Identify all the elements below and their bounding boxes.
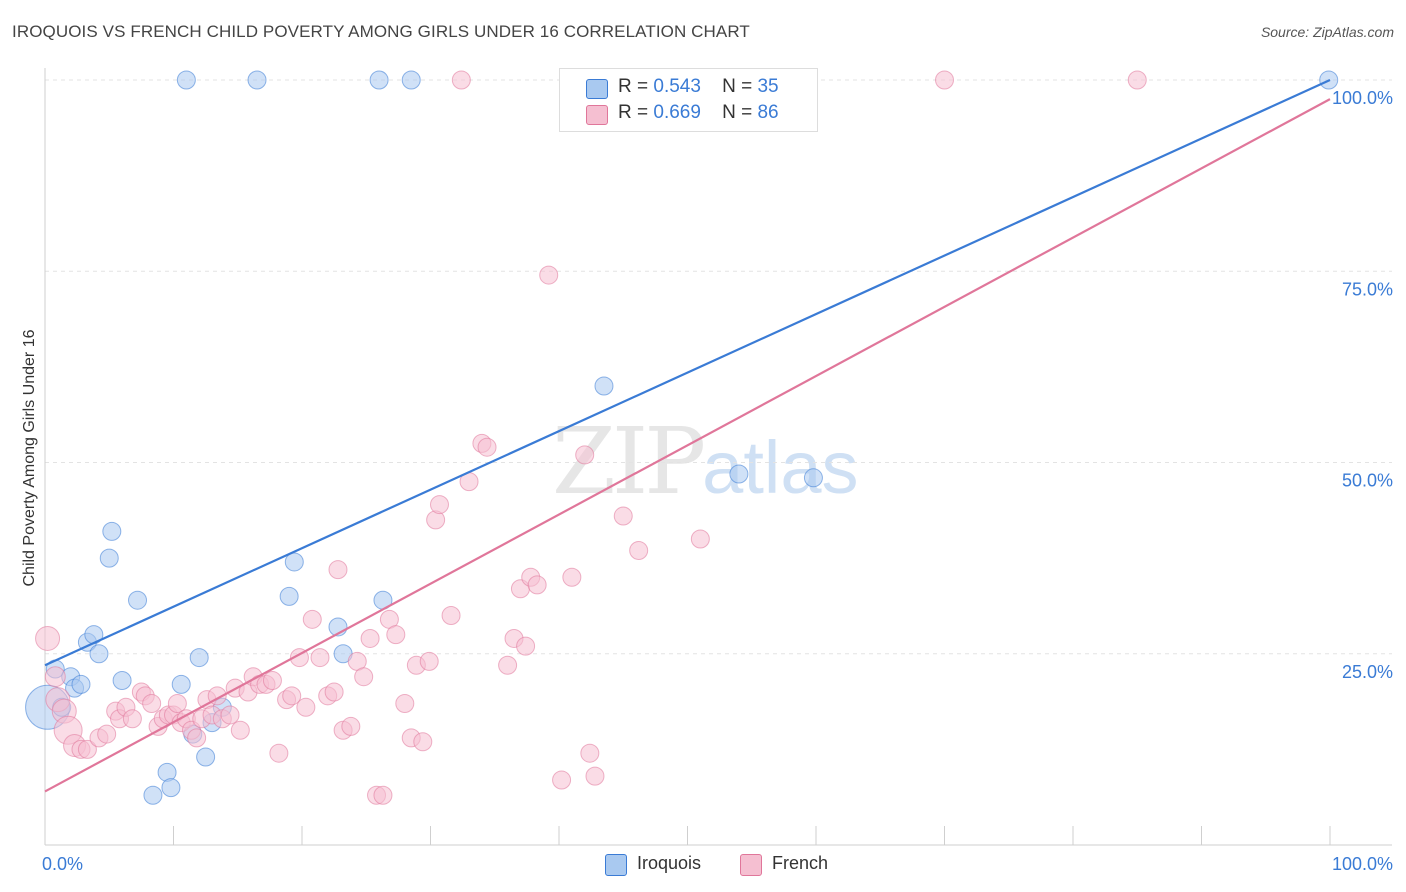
point-french-83 [629,540,649,560]
point-iroquois-25 [284,552,304,572]
point-french-50 [341,716,361,736]
point-iroquois-30 [401,70,421,90]
x-tick-label-max: 100.0% [1332,854,1393,874]
correlation-legend: R = 0.543 N = 35 R = 0.669 N = 86 [559,68,818,132]
point-french-84 [690,529,710,549]
point-french-70 [498,655,518,675]
bottom-legend-label-iroquois: Iroquois [637,853,702,873]
point-french-79 [575,445,595,465]
point-french-0 [35,625,61,651]
point-iroquois-10 [102,521,122,541]
point-french-64 [429,495,449,515]
point-french-81 [585,766,605,786]
point-iroquois-32 [729,464,749,484]
point-french-38 [262,671,282,691]
point-french-16 [142,693,162,713]
x-tick-label-min: 0.0% [42,854,83,874]
point-iroquois-5 [71,674,91,694]
point-french-55 [373,785,393,805]
y-tick-label-25: 25.0% [1342,662,1393,682]
point-french-57 [386,625,406,645]
point-french-82 [613,506,633,526]
trend-line-french [44,98,1331,793]
tick-labels: 25.0% 50.0% 75.0% 100.0% 0.0% 100.0% [42,88,1393,874]
trend-line-iroquois [44,78,1331,667]
point-iroquois-23 [247,70,267,90]
y-tick-label-100: 100.0% [1332,88,1393,108]
point-french-25 [187,728,207,748]
point-french-86 [1127,70,1147,90]
point-iroquois-24 [279,586,299,606]
watermark-main: ZIP [552,408,706,515]
point-iroquois-33 [803,468,823,488]
point-iroquois-13 [143,785,163,805]
point-french-21 [167,693,187,713]
bottom-legend-swatch-french [740,854,762,876]
point-iroquois-8 [89,644,109,664]
point-iroquois-20 [196,747,216,767]
point-iroquois-12 [128,590,148,610]
point-french-41 [282,686,302,706]
point-french-43 [296,697,316,717]
point-french-73 [516,636,536,656]
legend-stats-french: R = 0.669 N = 86 [618,102,779,123]
gridlines [45,79,1392,655]
point-french-33 [230,720,250,740]
chart-title: IROQUOIS VS FRENCH CHILD POVERTY AMONG G… [12,22,750,41]
point-french-58 [395,693,415,713]
point-iroquois-19 [189,648,209,668]
point-iroquois-11 [112,671,132,691]
point-french-61 [413,732,433,752]
point-iroquois-31 [594,376,614,396]
point-french-62 [419,651,439,671]
point-french-76 [539,265,559,285]
watermark-sub: atlas [702,426,859,509]
point-french-1 [44,666,66,688]
data-points [25,70,1339,805]
point-french-75 [527,575,547,595]
point-french-13 [122,709,142,729]
bottom-legend-label-french: French [772,853,829,873]
point-french-9 [97,724,117,744]
point-french-44 [302,609,322,629]
point-french-65 [441,606,461,625]
bottom-legend-swatch-iroquois [605,854,627,876]
point-french-39 [269,743,289,763]
trend-lines [44,78,1331,793]
point-french-48 [328,560,348,580]
point-french-52 [354,667,374,687]
source-label: Source: ZipAtlas.com [1260,24,1394,40]
point-french-66 [451,70,471,90]
point-iroquois-15 [161,778,181,798]
legend-swatch-french [586,105,608,125]
point-french-85 [935,70,954,90]
point-french-45 [310,648,330,668]
point-french-7 [77,739,97,759]
point-french-53 [360,628,380,648]
point-french-80 [580,743,600,763]
point-french-31 [220,705,240,725]
point-iroquois-9 [99,548,119,568]
y-tick-label-50: 50.0% [1342,471,1393,491]
legend-stats-iroquois: R = 0.543 N = 35 [618,76,779,97]
point-french-69 [477,437,497,457]
point-iroquois-28 [369,70,389,90]
point-french-77 [552,770,572,790]
y-tick-label-75: 75.0% [1342,279,1393,299]
watermark: ZIPatlas [552,408,858,515]
point-french-78 [562,567,582,587]
legend-swatch-iroquois [586,79,608,99]
point-iroquois-16 [171,674,191,694]
point-french-47 [324,682,344,702]
point-iroquois-17 [176,70,196,90]
